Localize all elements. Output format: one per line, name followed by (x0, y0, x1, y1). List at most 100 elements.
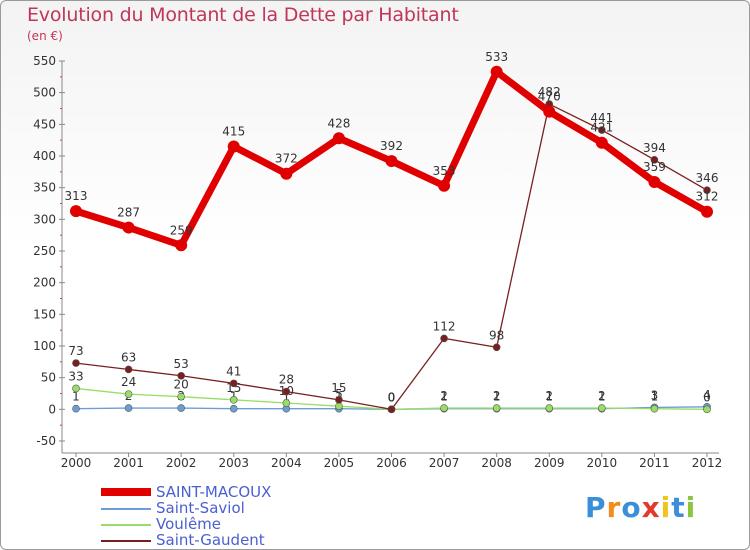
legend-swatch (101, 488, 151, 496)
data-point (72, 359, 80, 367)
data-point (598, 404, 606, 412)
data-point (440, 334, 448, 343)
y-tick-label: 450 (33, 117, 56, 131)
x-tick-label: 2007 (429, 456, 460, 470)
data-point (387, 405, 396, 414)
data-label: 1 (72, 390, 80, 404)
x-tick-label: 2003 (218, 456, 249, 470)
chart-unit: (en €) (27, 29, 63, 43)
data-point (490, 65, 503, 78)
x-tick-label: 2012 (692, 456, 723, 470)
data-label: 73 (68, 344, 83, 358)
x-tick-label: 2010 (587, 456, 618, 470)
y-tick-label: 100 (33, 339, 56, 353)
data-point (545, 404, 554, 412)
y-tick-label: 550 (33, 54, 56, 68)
data-label: 0 (703, 390, 711, 404)
data-label: 1 (545, 390, 553, 404)
data-point (650, 156, 659, 164)
y-tick-label: 250 (33, 244, 56, 258)
data-label: 63 (121, 350, 136, 364)
data-label: 1 (598, 390, 606, 404)
data-point (648, 175, 661, 188)
x-tick-label: 2009 (534, 456, 565, 470)
data-point (229, 404, 238, 413)
data-label: 41 (226, 364, 241, 378)
data-label: 394 (643, 141, 666, 155)
data-point (492, 404, 501, 412)
data-point (177, 392, 185, 401)
x-tick-label: 2004 (271, 456, 302, 470)
data-point (72, 404, 80, 413)
data-point (492, 343, 501, 352)
data-point (227, 140, 240, 153)
data-point (72, 384, 80, 393)
data-label: 287 (117, 206, 140, 220)
data-label: 346 (696, 171, 719, 185)
data-label: 428 (327, 116, 350, 130)
y-tick-label: 350 (33, 181, 56, 195)
y-tick-label: 0 (48, 402, 56, 416)
data-label: 2 (598, 389, 606, 403)
data-label: 20 (174, 378, 189, 392)
x-tick-label: 2008 (481, 456, 512, 470)
data-point (440, 404, 448, 412)
data-point (703, 405, 711, 414)
legend-label: Saint-Gaudent (156, 531, 265, 549)
x-tick-label: 2002 (166, 456, 197, 470)
data-label: 53 (174, 357, 189, 371)
legend-swatch (101, 524, 151, 526)
data-point (703, 186, 711, 194)
data-point (385, 155, 398, 168)
data-label: 312 (696, 190, 719, 204)
data-point (543, 105, 556, 118)
y-tick-label: -50 (36, 434, 56, 448)
data-point (175, 239, 188, 252)
y-tick-label: 300 (33, 212, 56, 226)
data-label: 0 (388, 390, 396, 404)
data-point (177, 371, 185, 380)
data-label: 533 (485, 50, 508, 64)
data-label: 372 (275, 152, 298, 166)
data-point (335, 396, 343, 404)
data-label: 441 (590, 111, 613, 125)
data-point (70, 205, 82, 218)
x-tick-label: 2001 (113, 456, 144, 470)
data-point (122, 221, 135, 234)
data-label: 15 (331, 381, 346, 395)
data-point (282, 387, 291, 396)
legend-swatch (101, 540, 151, 542)
data-label: 24 (121, 375, 136, 389)
data-label: 259 (170, 223, 193, 237)
legend-label: SAINT-MACOUX (156, 483, 272, 501)
data-label: 415 (222, 125, 245, 139)
y-tick-label: 400 (33, 149, 56, 163)
data-point (701, 205, 713, 218)
y-tick-label: 150 (33, 307, 56, 321)
data-point (595, 136, 608, 149)
y-tick-label: 50 (41, 371, 56, 385)
data-label: 353 (433, 164, 456, 178)
data-label: 0 (388, 390, 396, 404)
data-label: 5 (335, 387, 343, 401)
x-tick-label: 2005 (324, 456, 355, 470)
proxiti-logo: Proxiti (585, 491, 697, 524)
x-tick-label: 2000 (61, 456, 92, 470)
y-tick-label: 200 (33, 276, 56, 290)
data-label: 4 (703, 388, 711, 402)
data-label: 482 (538, 85, 561, 99)
chart-title: Evolution du Montant de la Dette par Hab… (27, 4, 459, 26)
data-point (280, 167, 293, 180)
data-label: 392 (380, 139, 403, 153)
data-label: 33 (68, 369, 83, 383)
data-label: 3 (651, 388, 659, 402)
data-point (229, 396, 238, 404)
data-label: 313 (65, 189, 88, 203)
data-label: 2 (545, 389, 553, 403)
data-label: 2 (493, 389, 501, 403)
y-tick-label: 500 (33, 86, 56, 100)
data-point (438, 179, 451, 192)
data-point (177, 404, 185, 412)
legend-label: Voulême (156, 515, 222, 533)
